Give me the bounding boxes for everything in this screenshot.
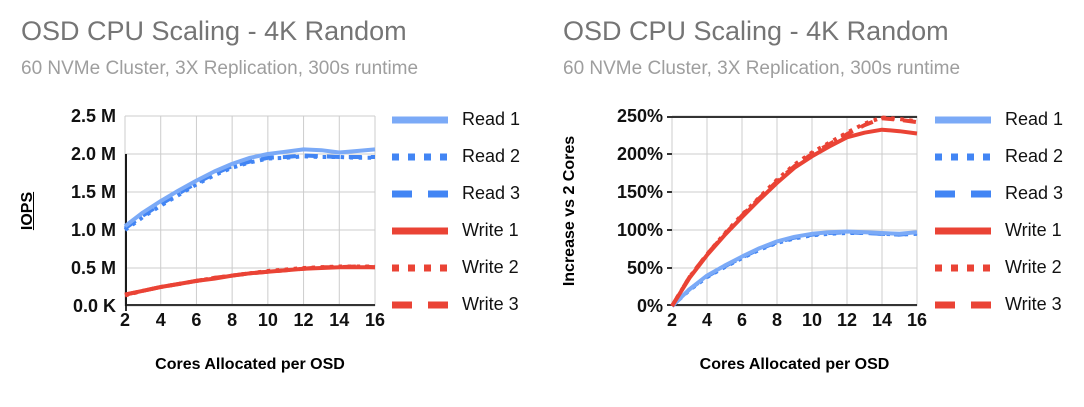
legend-item: Write 3 (935, 286, 1063, 323)
x-tick-label: 2 (119, 310, 130, 330)
legend-swatch-solid-line (392, 116, 448, 123)
legend-swatch-dashed-line (392, 190, 448, 197)
y-tick-label: 2.0 M (70, 144, 116, 164)
x-tick-label: 12 (293, 310, 314, 330)
x-tick-label: 10 (257, 310, 278, 330)
plot-area (667, 115, 918, 308)
y-tick-label: 0% (636, 296, 663, 316)
legend-label: Write 3 (1005, 294, 1062, 314)
chart-canvas (123, 115, 376, 311)
x-tick-label: 16 (906, 310, 928, 330)
legend-label: Read 1 (462, 109, 521, 129)
legend-swatch-solid-line (935, 227, 991, 234)
y-tick-label: 150% (616, 182, 663, 202)
legend-item: Write 1 (392, 212, 520, 249)
legend-label: Write 3 (462, 294, 519, 314)
x-tick-label: 14 (871, 310, 893, 330)
legend-label: Read 1 (1005, 109, 1064, 129)
legend-item: Read 3 (392, 175, 520, 212)
legend-item: Write 1 (935, 212, 1063, 249)
legend-swatch-dashed-line (935, 301, 991, 308)
y-tick-label: 200% (616, 144, 663, 164)
legend-label: Read 3 (1005, 183, 1064, 203)
plot-area (123, 115, 376, 311)
x-tick-label: 6 (191, 310, 202, 330)
y-tick-label: 2.5 M (70, 106, 116, 126)
legend-label: Read 2 (1005, 146, 1064, 166)
x-tick-label: 16 (364, 310, 386, 330)
legend: Read 1 Read 2 Read 3 Write 1 Write 2 Write 3 (935, 101, 1063, 323)
legend-swatch-dotted-line (392, 264, 448, 271)
legend-swatch-dotted-line (935, 264, 991, 271)
x-tick-label: 2 (666, 310, 677, 330)
legend-swatch-dotted-line (392, 153, 448, 160)
x-tick-label: 12 (836, 310, 858, 330)
legend-item: Read 1 (392, 101, 520, 138)
x-tick-label: 8 (227, 310, 238, 330)
y-tick-label: 250% (616, 106, 663, 126)
chart-canvas (667, 115, 918, 308)
legend: Read 1 Read 2 Read 3 Write 1 Write 2 Write 3 (392, 101, 520, 323)
legend-swatch-solid-line (935, 116, 991, 123)
chart-panel-iops: OSD CPU Scaling - 4K Random 60 NVMe Clus… (19, 16, 520, 373)
legend-item: Read 2 (935, 138, 1063, 175)
y-tick-label: 50% (626, 258, 663, 278)
legend-item: Read 3 (935, 175, 1063, 212)
legend-label: Write 2 (462, 257, 519, 277)
legend-item: Write 2 (935, 249, 1063, 286)
legend-swatch-dashed-line (935, 190, 991, 197)
legend-label: Write 2 (1005, 257, 1062, 277)
legend-label: Write 1 (462, 220, 519, 240)
x-tick-label: 14 (329, 310, 350, 330)
legend-item: Write 2 (392, 249, 520, 286)
x-axis-title: Cores Allocated per OSD (699, 356, 890, 373)
y-tick-label: 100% (616, 220, 663, 240)
x-tick-label: 4 (155, 310, 166, 330)
x-tick-label: 4 (701, 310, 712, 330)
x-tick-label: 8 (771, 310, 782, 330)
legend-item: Write 3 (392, 286, 520, 323)
chart-panel-increase: OSD CPU Scaling - 4K Random 60 NVMe Clus… (542, 0, 1084, 407)
legend-label: Read 2 (462, 146, 521, 166)
x-tick-label: 6 (736, 310, 747, 330)
y-tick-label: 1.0 M (70, 220, 116, 240)
chart-subtitle: 60 NVMe Cluster, 3X Replication, 300s ru… (563, 58, 961, 79)
chart-title: OSD CPU Scaling - 4K Random (563, 16, 949, 46)
legend-item: Read 1 (935, 101, 1063, 138)
chart-title: OSD CPU Scaling - 4K Random (21, 16, 407, 46)
x-tick-label: 10 (801, 310, 823, 330)
y-tick-label: 0.5 M (70, 258, 116, 278)
x-axis-title: Cores Allocated per OSD (155, 356, 345, 373)
legend-item: Read 2 (392, 138, 520, 175)
y-tick-label: 0.0 K (72, 296, 116, 316)
legend-label: Read 3 (462, 183, 521, 203)
y-tick-label: 1.5 M (70, 182, 116, 202)
chart-subtitle: 60 NVMe Cluster, 3X Replication, 300s ru… (21, 58, 419, 79)
legend-swatch-dotted-line (935, 153, 991, 160)
legend-swatch-dashed-line (392, 301, 448, 308)
legend-swatch-solid-line (392, 227, 448, 234)
legend-label: Write 1 (1005, 220, 1062, 240)
